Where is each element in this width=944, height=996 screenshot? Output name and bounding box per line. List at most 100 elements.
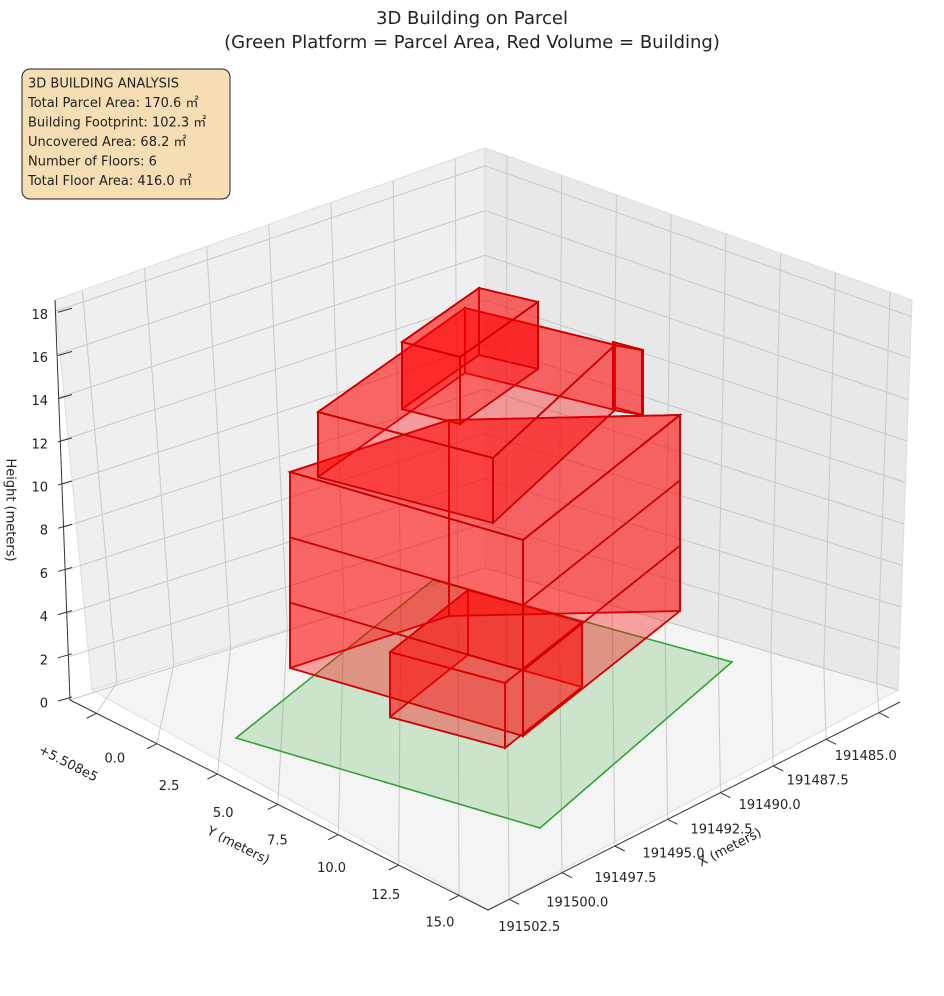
y-offset-label: +5.508e5 [36,743,100,786]
z-axis-label: Height (meters) [3,458,18,561]
grid-line [60,299,908,442]
y-tick [388,864,399,871]
grid-line [823,272,836,740]
z-tick [57,653,73,659]
z-tick [57,610,73,616]
y-tick-label: 2.5 [159,779,180,794]
z-tick-label: 12 [31,437,48,452]
building-top [286,414,683,541]
chart-subtitle: (Green Platform = Parcel Area, Red Volum… [224,32,720,53]
info-line: Number of Floors: 6 [28,155,157,170]
info-line: 3D BUILDING ANALYSIS [28,77,179,92]
y-tick [207,773,218,780]
grid-line [330,202,345,835]
grid-line [268,224,288,805]
y-tick-label: 7.5 [267,833,288,848]
y-axis-label: Y (meters) [203,823,271,868]
x-tick [614,845,625,852]
info-box [21,68,231,200]
x-tick [667,818,678,825]
y-tick [267,803,279,810]
grid-line [81,290,118,714]
info-line: Total Parcel Area: 170.6 ㎡ [27,96,198,111]
grid-line [65,433,903,571]
x-tick-label: 191495.0 [642,847,704,862]
grid-line [61,344,906,485]
grid-line [68,522,900,658]
building-face [612,343,643,417]
y-axis-line [69,699,489,911]
x-tick-label: 191502.5 [498,920,560,935]
building-top [612,340,644,351]
grid-line [57,210,911,359]
z-tick-label: 10 [31,481,48,496]
z-tick-label: 8 [40,524,48,539]
grid-line [392,180,402,866]
grid [55,155,912,900]
z-axis-line [54,299,71,701]
x-axis-line [487,701,901,911]
z-tick-label: 0 [40,697,48,712]
x-tick [561,872,573,879]
y-tick-label: 10.0 [317,861,346,876]
parcel-platform [234,579,734,829]
z-tick-label: 16 [31,351,48,366]
floor-line [289,544,681,672]
grid-line [63,388,905,528]
floor-line [289,479,681,607]
y-tick [448,894,460,901]
grid-line [58,254,909,401]
y-tick [146,743,158,750]
x-tick-label: 191500.0 [546,895,608,910]
x-tick [878,712,890,719]
grid-line [770,253,782,767]
info-line: Building Footprint: 102.3 ㎡ [28,116,206,131]
x-tick [508,898,520,905]
grid-line [69,567,899,701]
y-tick [86,712,97,719]
grid-line [66,478,902,615]
x-tick [825,738,837,745]
grid-line [454,158,460,896]
z-tick-label: 6 [40,567,48,582]
x-tick-label: 191487.5 [787,774,849,789]
x-tick [773,765,784,772]
grid-line [143,268,175,744]
z-tick-label: 2 [40,653,48,668]
z-tick [57,696,73,702]
grid-line [55,165,912,318]
y-tick-label: 12.5 [371,888,400,903]
info-lines: 3D BUILDING ANALYSIS Total Parcel Area: 1… [27,77,206,190]
x-tick-label: 191492.5 [691,822,753,837]
grid-line [206,246,232,775]
z-tick [57,350,73,356]
building-top [399,287,541,358]
info-line: Total Floor Area: 416.0 ㎡ [27,174,192,189]
grid-line [611,194,617,847]
grid-line [558,175,563,873]
chart-title: 3D Building on Parcel [376,8,568,29]
z-tick [57,437,73,443]
z-tick [57,480,73,486]
z-tick [57,307,73,313]
z-tick-label: 14 [31,394,48,409]
x-tick [720,792,731,799]
x-tick-label: 191497.5 [594,871,656,886]
grid-line [876,292,891,713]
z-tick [57,566,73,572]
grid-line [717,233,727,793]
z-tick-label: 4 [40,610,48,625]
grid-line [664,214,672,820]
y-tick-label: 5.0 [213,806,234,821]
z-tick [57,394,73,400]
building-top [388,589,584,684]
y-tick-label: 15.0 [426,915,455,930]
z-tick-label: 18 [31,308,48,323]
z-tick [57,523,73,529]
info-line: Uncovered Area: 68.2 ㎡ [28,135,187,150]
y-tick [327,834,339,841]
x-tick-label: 191490.0 [739,798,801,813]
x-tick-label: 191485.0 [835,749,897,764]
building [286,286,683,750]
